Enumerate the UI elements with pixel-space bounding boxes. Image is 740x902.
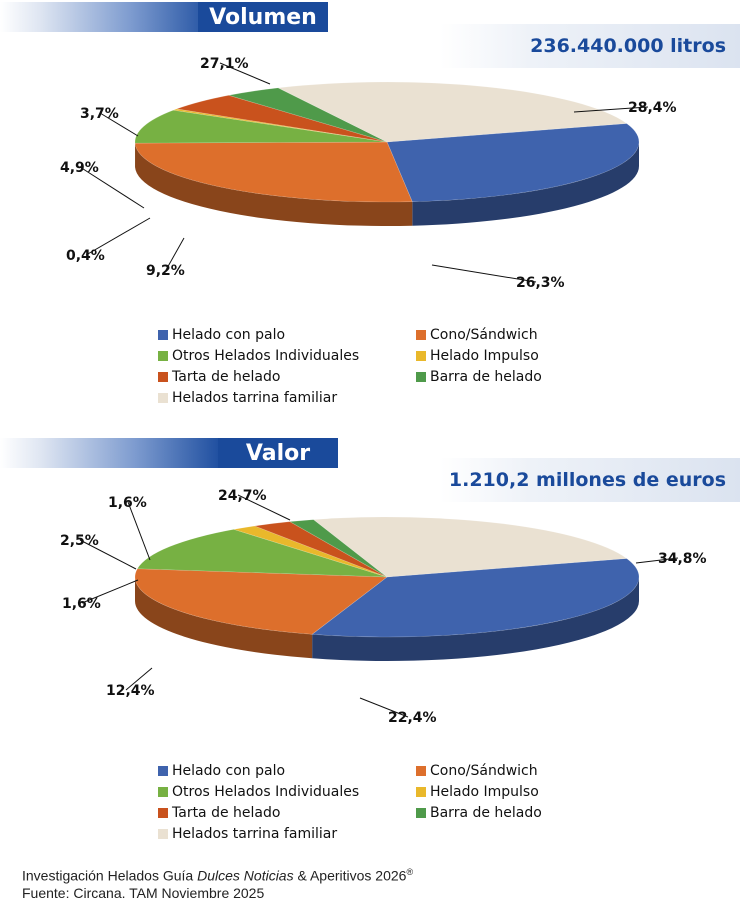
legend-swatch [158,330,168,340]
footer-suffix: & Aperitivos 2026 [294,868,407,884]
legend-swatch [158,393,168,403]
legend-item: Helados tarrina familiar [158,825,416,843]
legend-swatch [158,766,168,776]
pie-value-label: 27,1% [200,56,249,72]
volume-pie-chart: 28,4% 26,3% 9,2% 0,4% 4,9% 3,7% 27,1% [0,0,740,320]
footer-line-1: Investigación Helados Guía Dulces Notici… [22,864,413,885]
legend-label: Helado Impulso [430,348,539,364]
legend-swatch [158,808,168,818]
legend-item: Cono/Sándwich [416,326,598,344]
legend-label: Helado con palo [172,763,285,779]
legend-label: Cono/Sándwich [430,763,538,779]
legend-item: Barra de helado [416,368,598,386]
legend-label: Helado Impulso [430,784,539,800]
legend-item: Helado Impulso [416,783,598,801]
legend-swatch [416,766,426,776]
legend-swatch [416,330,426,340]
footer-registered-mark: ® [406,867,413,877]
legend-item: Cono/Sándwich [416,762,598,780]
value-pie-chart: 34,8% 22,4% 12,4% 1,6% 2,5% 1,6% 24,7% [0,436,740,756]
pie-value-label: 1,6% [108,495,147,511]
pie-value-label: 3,7% [80,106,119,122]
legend-item: Otros Helados Individuales [158,347,416,365]
pie-value-label: 0,4% [66,248,105,264]
legend-item: Helado Impulso [416,347,598,365]
value-section: Valor 1.210,2 millones de euros 34,8%22,… [0,436,740,856]
pie-value-label: 9,2% [146,263,185,279]
legend-swatch [416,808,426,818]
legend-item: Barra de helado [416,804,598,822]
legend-label: Helados tarrina familiar [172,390,337,406]
legend-item: Tarta de helado [158,804,416,822]
pie-value-label: 24,7% [218,488,267,504]
legend-item: Helado con palo [158,762,416,780]
pie-value-label: 2,5% [60,533,99,549]
footer-line-2: Fuente: Circana. TAM Noviembre 2025 [22,885,413,902]
legend-swatch [416,787,426,797]
legend-item: Otros Helados Individuales [158,783,416,801]
legend-label: Otros Helados Individuales [172,784,359,800]
pie-value-label: 26,3% [516,275,565,291]
legend-swatch [158,829,168,839]
pie-value-label: 12,4% [106,683,155,699]
legend-label: Helados tarrina familiar [172,826,337,842]
volume-section: Volumen 236.440.000 litros 28,4%26,3%9,2… [0,0,740,420]
footer: Investigación Helados Guía Dulces Notici… [22,864,413,902]
legend-label: Barra de helado [430,805,542,821]
legend-label: Tarta de helado [172,805,280,821]
legend-swatch [158,351,168,361]
footer-italic: Dulces Noticias [197,868,293,884]
pie-value-label: 4,9% [60,160,99,176]
legend-swatch [416,372,426,382]
legend-swatch [158,372,168,382]
pie-value-label: 22,4% [388,710,437,726]
legend-swatch [416,351,426,361]
legend-label: Tarta de helado [172,369,280,385]
legend-swatch [158,787,168,797]
legend-label: Otros Helados Individuales [172,348,359,364]
pie-slices [135,82,639,202]
legend-item: Helados tarrina familiar [158,389,416,407]
legend-label: Barra de helado [430,369,542,385]
legend-item: Helado con palo [158,326,416,344]
footer-prefix: Investigación Helados Guía [22,868,197,884]
legend-label: Helado con palo [172,327,285,343]
legend-label: Cono/Sándwich [430,327,538,343]
pie-value-label: 34,8% [658,551,707,567]
volume-legend: Helado con palo Cono/Sándwich Otros Helado… [158,326,598,407]
pie-slices [135,517,639,637]
pie-value-label: 1,6% [62,596,101,612]
value-legend: Helado con palo Cono/Sándwich Otros Helado… [158,762,598,843]
pie-value-label: 28,4% [628,100,677,116]
legend-item: Tarta de helado [158,368,416,386]
